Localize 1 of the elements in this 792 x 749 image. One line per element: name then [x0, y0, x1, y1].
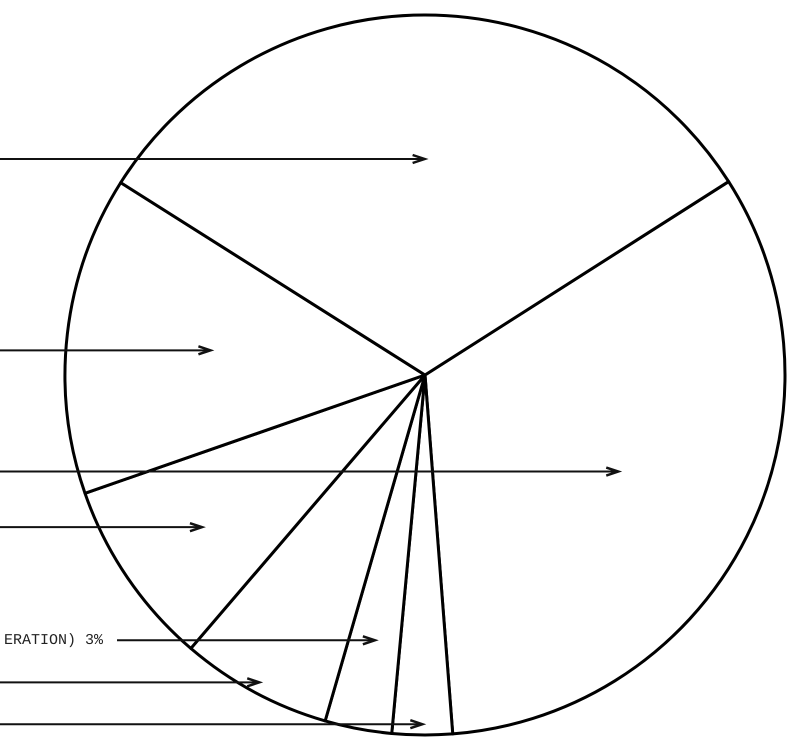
slice-label: ERATION) 3% [4, 632, 104, 649]
